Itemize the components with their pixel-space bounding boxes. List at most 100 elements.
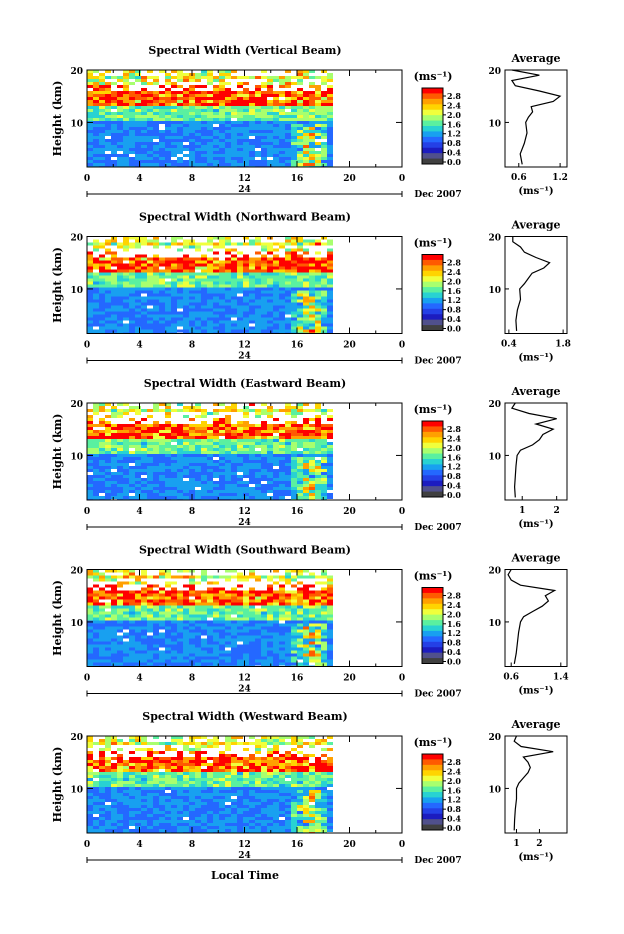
heatmap-cell: [243, 490, 249, 493]
heatmap-cell: [189, 243, 195, 246]
heatmap-cell: [105, 145, 111, 148]
heatmap-cell: [225, 484, 231, 487]
heatmap-cell: [201, 645, 207, 648]
heatmap-cell: [279, 439, 285, 442]
heatmap-cell: [213, 487, 219, 490]
heatmap-cell: [285, 160, 291, 163]
heatmap-cell: [105, 91, 111, 94]
heatmap-cell: [207, 276, 213, 279]
heatmap-cell: [117, 630, 123, 633]
heatmap-cell: [291, 475, 297, 478]
heatmap-cell: [285, 288, 291, 291]
heatmap-cell: [255, 285, 261, 288]
heatmap-cell: [243, 615, 249, 618]
heatmap-cell: [303, 645, 309, 648]
heatmap-cell: [315, 481, 321, 484]
heatmap-cell: [309, 300, 315, 303]
heatmap-cell: [171, 130, 177, 133]
heatmap-cell: [105, 303, 111, 306]
heatmap-cell: [213, 243, 219, 246]
heatmap-cell: [285, 300, 291, 303]
heatmap-cell: [129, 327, 135, 330]
heatmap-cell: [171, 582, 177, 585]
heatmap-cell: [219, 597, 225, 600]
heatmap-cell: [267, 409, 273, 412]
heatmap-cell: [273, 490, 279, 493]
heatmap-cell: [189, 85, 195, 88]
heatmap-cell: [261, 409, 267, 412]
heatmap-cell: [237, 645, 243, 648]
heatmap-cell: [267, 597, 273, 600]
heatmap-cell: [93, 318, 99, 321]
heatmap-cell: [237, 475, 243, 478]
heatmap-cell: [147, 142, 153, 145]
heatmap-cell: [135, 421, 141, 424]
heatmap-cell: [219, 633, 225, 636]
heatmap-cell: [309, 124, 315, 127]
heatmap-cell: [327, 484, 333, 487]
heatmap-cell: [123, 445, 129, 448]
heatmap-cell: [237, 424, 243, 427]
heatmap-cell: [213, 633, 219, 636]
heatmap-cell: [183, 318, 189, 321]
heatmap-cell: [105, 261, 111, 264]
heatmap-cell: [321, 427, 327, 430]
heatmap-cell: [285, 91, 291, 94]
heatmap-cell: [183, 94, 189, 97]
heatmap-cell: [279, 636, 285, 639]
heatmap-cell: [279, 579, 285, 582]
heatmap-cell: [195, 612, 201, 615]
heatmap-cell: [93, 633, 99, 636]
heatmap-cell: [201, 627, 207, 630]
heatmap-cell: [135, 651, 141, 654]
heatmap-cell: [147, 648, 153, 651]
heatmap-cell: [231, 660, 237, 663]
heatmap-cell: [183, 130, 189, 133]
heatmap-cell: [153, 261, 159, 264]
heatmap-cell: [237, 243, 243, 246]
colorbar-segment: [422, 99, 443, 105]
heatmap-cell: [99, 139, 105, 142]
heatmap-cell: [183, 466, 189, 469]
heatmap-cell: [153, 163, 159, 166]
heatmap-cell: [243, 633, 249, 636]
heatmap-cell: [315, 303, 321, 306]
heatmap-cell: [243, 463, 249, 466]
heatmap-cell: [201, 270, 207, 273]
heatmap-cell: [93, 267, 99, 270]
heatmap-cell: [237, 306, 243, 309]
heatmap-cell: [237, 457, 243, 460]
heatmap-cell: [219, 76, 225, 79]
heatmap-cell: [123, 594, 129, 597]
heatmap-cell: [111, 460, 117, 463]
heatmap-cell: [105, 285, 111, 288]
heatmap-cell: [297, 573, 303, 576]
heatmap-cell: [111, 484, 117, 487]
heatmap-cell: [267, 615, 273, 618]
heatmap-cell: [99, 294, 105, 297]
heatmap-cell: [183, 433, 189, 436]
heatmap-cell: [279, 576, 285, 579]
heatmap-cell: [267, 406, 273, 409]
heatmap-cell: [201, 475, 207, 478]
heatmap-cell: [303, 472, 309, 475]
heatmap-cell: [123, 76, 129, 79]
heatmap-cell: [171, 651, 177, 654]
heatmap-cell: [291, 436, 297, 439]
heatmap-cell: [255, 612, 261, 615]
heatmap-cell: [315, 94, 321, 97]
heatmap-cell: [237, 633, 243, 636]
heatmap-cell: [153, 427, 159, 430]
heatmap-cell: [261, 478, 267, 481]
heatmap-cell: [219, 124, 225, 127]
heatmap-cell: [279, 660, 285, 663]
heatmap-cell: [87, 300, 93, 303]
heatmap-cell: [135, 130, 141, 133]
heatmap-cell: [141, 327, 147, 330]
heatmap-cell: [225, 318, 231, 321]
heatmap-cell: [183, 484, 189, 487]
heatmap-cell: [177, 591, 183, 594]
heatmap-cell: [123, 439, 129, 442]
heatmap-cell: [177, 597, 183, 600]
heatmap-cell: [117, 163, 123, 166]
